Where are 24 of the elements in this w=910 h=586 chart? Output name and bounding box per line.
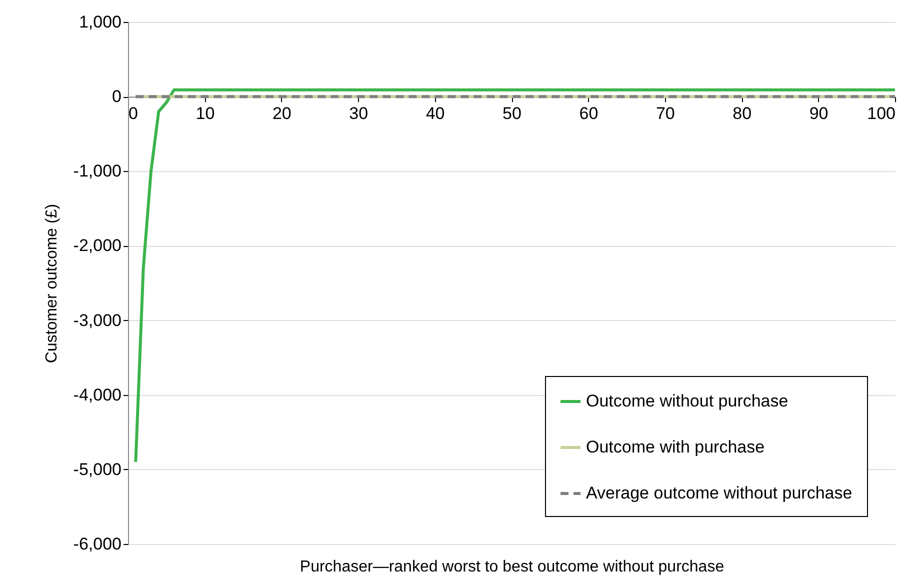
- x-tick-label: 80: [732, 104, 752, 124]
- y-axis-title: Customer outcome (£): [43, 204, 60, 364]
- legend-label: Average outcome without purchase: [586, 484, 852, 502]
- x-tick-label: 40: [426, 104, 445, 124]
- x-tick-label: 100: [867, 104, 896, 124]
- legend-label: Outcome with purchase: [586, 438, 765, 456]
- y-tick-label: -5,000: [73, 460, 122, 479]
- x-tick-label: 60: [579, 104, 598, 124]
- legend-label: Outcome without purchase: [586, 392, 788, 410]
- y-tick-label: -4,000: [73, 385, 122, 404]
- x-tick-label: 70: [656, 104, 675, 124]
- y-tick-label: -1,000: [73, 162, 122, 181]
- y-tick-label: 1,000: [78, 12, 122, 32]
- x-axis-title: Purchaser—ranked worst to best outcome without purchase: [300, 558, 724, 576]
- y-tick-label: -6,000: [73, 534, 122, 554]
- y-tick-label: 0: [112, 87, 122, 106]
- x-tick-label: 30: [349, 104, 368, 124]
- y-tick-label: -2,000: [73, 236, 122, 256]
- x-tick-label: 10: [196, 104, 215, 124]
- x-tick-label: 90: [809, 104, 828, 124]
- x-tick-label: 50: [502, 104, 522, 124]
- y-tick-label: -3,000: [73, 310, 122, 330]
- x-tick-label: 20: [272, 104, 292, 124]
- x-tick-label: 0: [128, 104, 138, 124]
